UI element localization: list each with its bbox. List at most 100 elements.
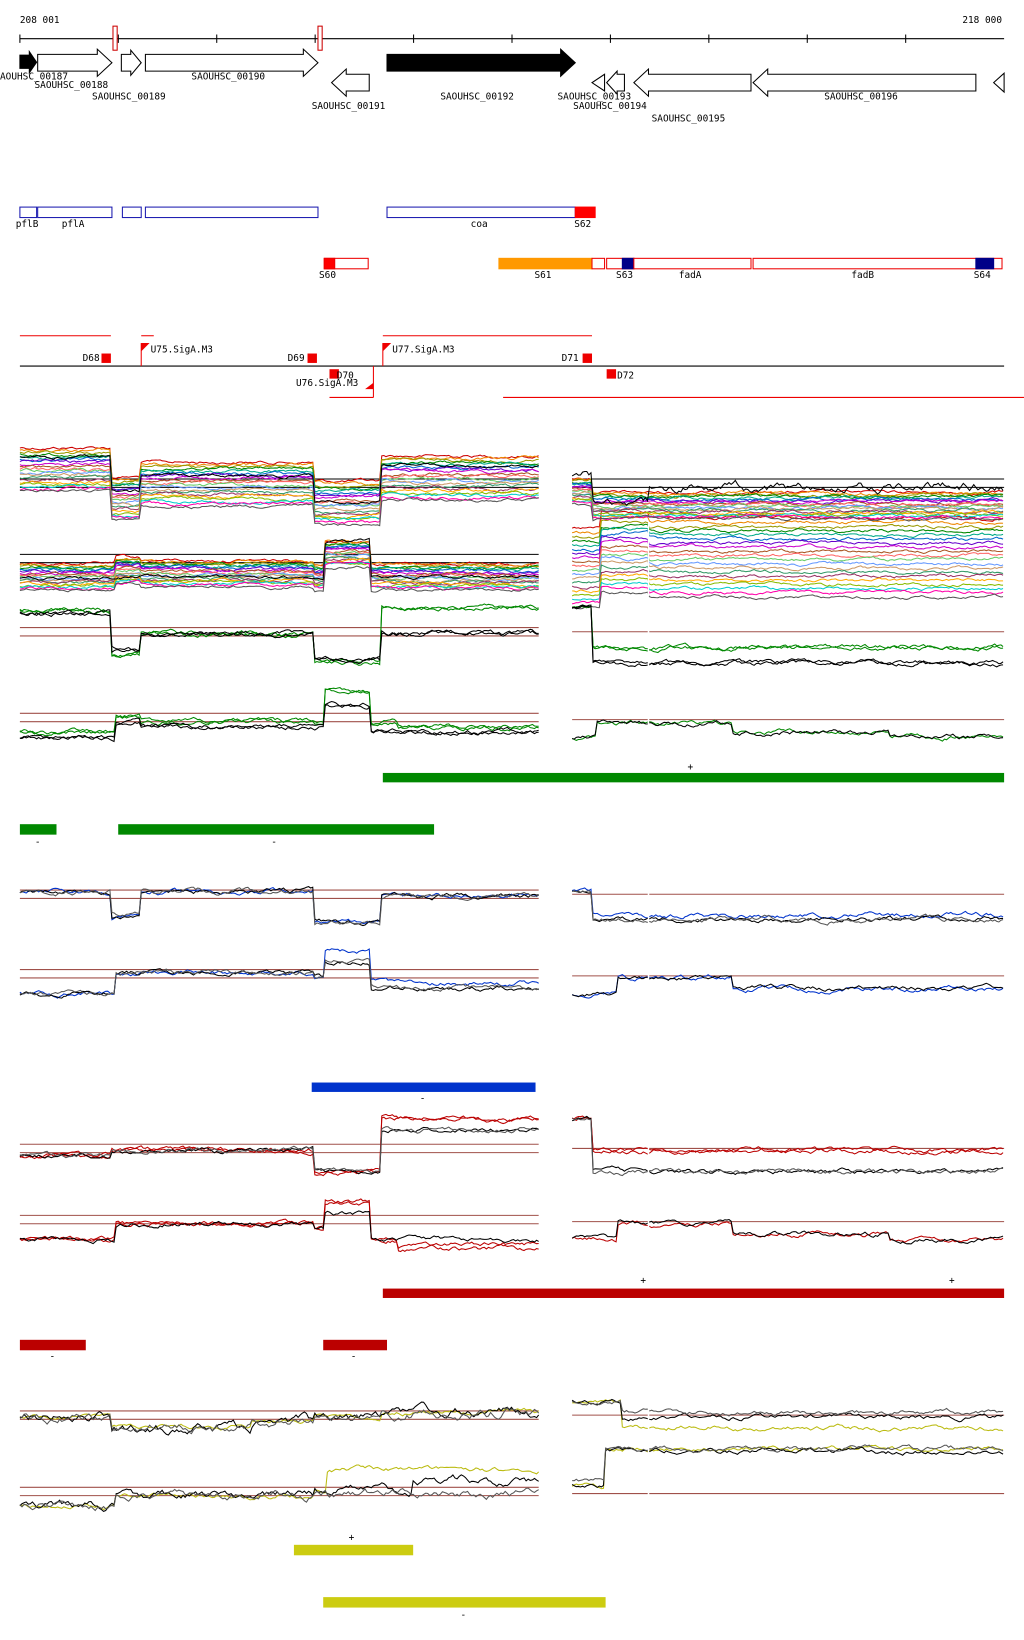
trace [572,549,1004,568]
trace [19,611,539,665]
trace [571,1220,1004,1243]
ruler: 208 001 218 000 [19,15,1005,51]
trace [19,480,539,520]
segment-bar [118,824,435,835]
feature-box [633,257,752,270]
trace [572,604,1004,668]
trace [571,974,1004,998]
promoter-label: D69 [288,353,305,364]
trace [571,973,1004,999]
trace [571,500,1004,521]
strand-mark: + [687,762,693,773]
promoter-box [329,369,339,379]
trace [571,502,1004,522]
trace [571,485,1004,505]
trace [19,446,539,484]
trace [571,488,1004,508]
feature-box [37,206,113,219]
trace [571,1117,1004,1177]
segment-bar [382,772,1005,783]
trace [19,886,539,925]
promoter-label: U75.SigA.M3 [151,344,213,355]
trace [19,700,539,740]
trace [572,477,1004,498]
feature-box [121,206,142,219]
trace [572,719,1004,740]
promoter-label: U77.SigA.M3 [392,344,454,355]
trace [571,1116,1004,1156]
trace [19,464,539,504]
gene-arrow [386,47,577,78]
feature-box [498,257,593,270]
trace [19,604,539,666]
promoter-track: D68 U75.SigA.M3 D69 D70 U76.SigA.M3 U77.… [19,335,1024,398]
feature-box [752,257,1003,270]
strand-mark: - [420,1093,426,1104]
feature-label: coa [471,219,488,230]
flag [365,382,374,390]
trace [19,478,539,516]
expression-traces [19,446,1005,1517]
promoter-box [582,353,593,363]
gene-label: SAOUHSC_00189 [92,91,166,102]
feature-label: fadA [679,270,702,281]
trace [571,538,1004,560]
trace [19,957,539,997]
feature-label: S62 [574,219,591,230]
trace [19,886,539,926]
feature-box [386,206,576,219]
trace [572,887,1004,920]
trace [19,1116,539,1177]
feature-box [323,257,336,270]
promoter-label: D68 [83,353,100,364]
trace [571,577,1004,597]
trace [571,1115,1004,1176]
promoter-box [606,369,617,379]
trace [19,702,539,743]
trace [19,1487,539,1512]
gene-label: SAOUHSC_00193 [557,91,631,102]
trace [571,470,1004,506]
gene-arrow [120,48,142,77]
trace [19,453,539,505]
genes: AOUHSC_00187 SAOUHSC_00188 SAOUHSC_00189… [0,47,1005,124]
gene-label: SAOUHSC_00191 [312,101,386,112]
trace [571,890,1004,926]
trace [572,1399,1004,1433]
segment-bar [311,1082,536,1092]
trace [571,1398,1004,1423]
ruler-end: 218 000 [962,15,1002,26]
segment-bar [293,1544,414,1556]
trace [572,605,1004,653]
strand-mark: - [351,1352,357,1363]
trace [572,514,1004,535]
trace [571,1446,1004,1489]
ruler-start: 208 001 [20,15,60,26]
trace [571,1444,1004,1490]
trace [19,688,539,737]
trace [571,493,1004,515]
trace [571,1218,1004,1245]
segment-bar [323,1597,606,1608]
promoter-box [101,353,111,363]
feature-box [19,206,38,219]
marker [112,25,118,51]
strand-mark: + [949,1275,955,1286]
feature-label: S60 [319,270,336,281]
trace [19,450,539,489]
gene-arrow [605,69,625,96]
trace [572,581,1004,601]
trace [19,458,539,498]
trace [572,573,1004,594]
trace [19,1198,539,1250]
trace [19,1210,539,1245]
segments: + - - - + + - - + - [19,762,1005,1621]
trace [572,519,1004,540]
trace [571,555,1004,576]
trace [572,605,1004,654]
feature-label: S61 [534,270,551,281]
trace [571,526,1004,548]
gene-arrow [992,72,1005,94]
